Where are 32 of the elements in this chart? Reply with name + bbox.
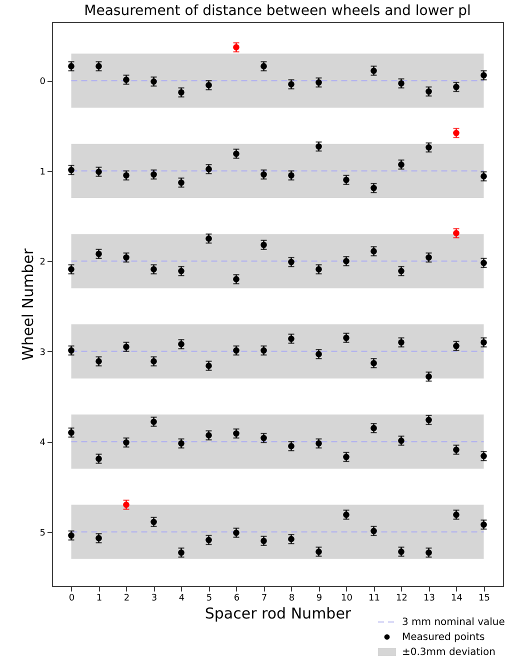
- chart-title: Measurement of distance between wheels and lower pl: [84, 3, 471, 19]
- x-tick-label: 7: [261, 594, 268, 604]
- y-tick-label: 0: [40, 77, 46, 88]
- x-tick-label: 5: [206, 594, 212, 604]
- legend-label: ±0.3mm deviation: [402, 647, 496, 658]
- x-tick-label: 10: [341, 594, 353, 604]
- y-tick-label: 1: [40, 167, 46, 178]
- y-tick-label: 3: [40, 348, 46, 358]
- x-tick-label: 9: [316, 594, 322, 604]
- point: [453, 130, 460, 136]
- y-tick-label: 2: [40, 258, 46, 268]
- y-tick-label: 5: [40, 528, 46, 538]
- y-tick-label: 4: [40, 438, 46, 448]
- x-tick-label: 13: [424, 594, 435, 604]
- x-tick-label: 12: [396, 594, 408, 604]
- y-axis-title: Wheel Number: [18, 248, 37, 360]
- x-tick-label: 1: [96, 594, 102, 604]
- x-tick-label: 0: [68, 594, 75, 604]
- x-tick-label: 3: [151, 594, 158, 604]
- x-tick-label: 8: [288, 594, 295, 604]
- x-tick-label: 15: [478, 594, 490, 604]
- x-tick-label: 14: [451, 594, 463, 604]
- x-tick-label: 6: [234, 594, 240, 604]
- legend-label: Measured points: [402, 632, 485, 643]
- point: [453, 230, 460, 236]
- point: [123, 502, 130, 508]
- legend-label: 3 mm nominal value: [402, 617, 505, 628]
- x-axis-title: Spacer rod Number: [204, 604, 352, 622]
- x-tick-label: 2: [124, 594, 130, 604]
- x-tick-label: 4: [178, 594, 185, 604]
- x-tick-label: 11: [368, 594, 380, 604]
- point: [233, 44, 240, 50]
